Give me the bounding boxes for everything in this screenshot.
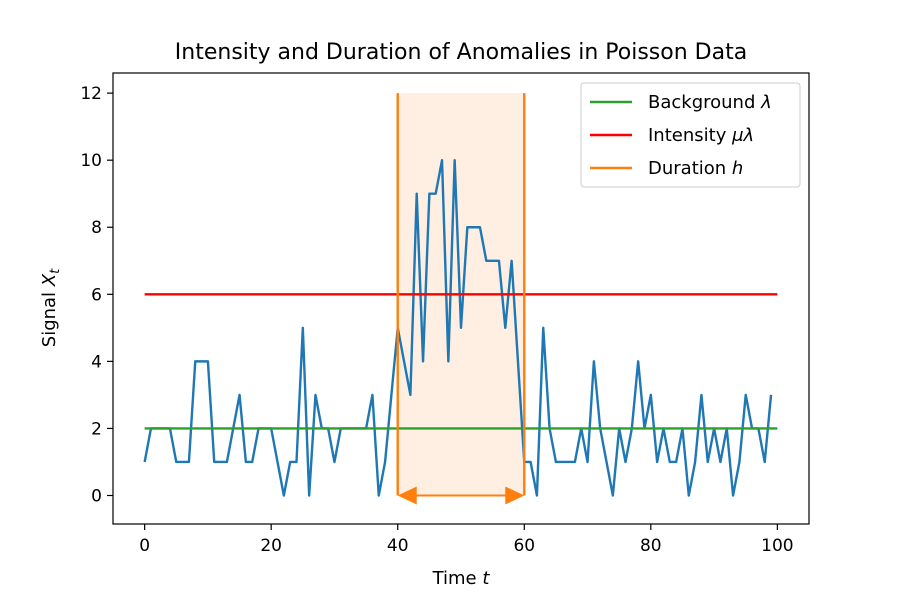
legend-frame	[580, 82, 801, 188]
x-tick-label: 80	[640, 536, 662, 556]
x-tick-label: 0	[139, 536, 150, 556]
x-tick-label: 40	[387, 536, 409, 556]
y-tick-label: 4	[91, 352, 102, 372]
y-tick-label: 6	[91, 285, 102, 305]
legend-label-duration: Duration h	[648, 158, 743, 179]
legend-label-background: Background λ	[648, 92, 772, 113]
y-tick-label: 12	[80, 84, 102, 104]
x-tick-label: 100	[761, 536, 793, 556]
y-tick-label: 8	[91, 218, 102, 238]
legend: Background λ Intensity μλ Duration h	[580, 82, 801, 188]
legend-label-intensity: Intensity μλ	[648, 125, 754, 146]
axes-frame	[112, 72, 810, 525]
x-tick-label: 20	[260, 536, 282, 556]
y-axis: 0 2 4 6 8 10 12	[80, 84, 113, 506]
duration-arrowhead-right	[505, 486, 525, 505]
x-tick-label: 60	[513, 536, 535, 556]
y-tick-label: 10	[80, 151, 102, 171]
plot-area	[112, 72, 810, 525]
chart-title: Intensity and Duration of Anomalies in P…	[175, 40, 747, 65]
series-signal-line	[143, 158, 773, 497]
y-axis-label: Signal Xt	[39, 268, 63, 347]
y-tick-label: 2	[91, 419, 102, 439]
x-axis: 0 20 40 60 80 100	[139, 524, 794, 556]
y-tick-label: 0	[91, 486, 102, 506]
duration-arrowhead-left	[397, 486, 417, 505]
x-axis-label: Time t	[432, 568, 491, 589]
